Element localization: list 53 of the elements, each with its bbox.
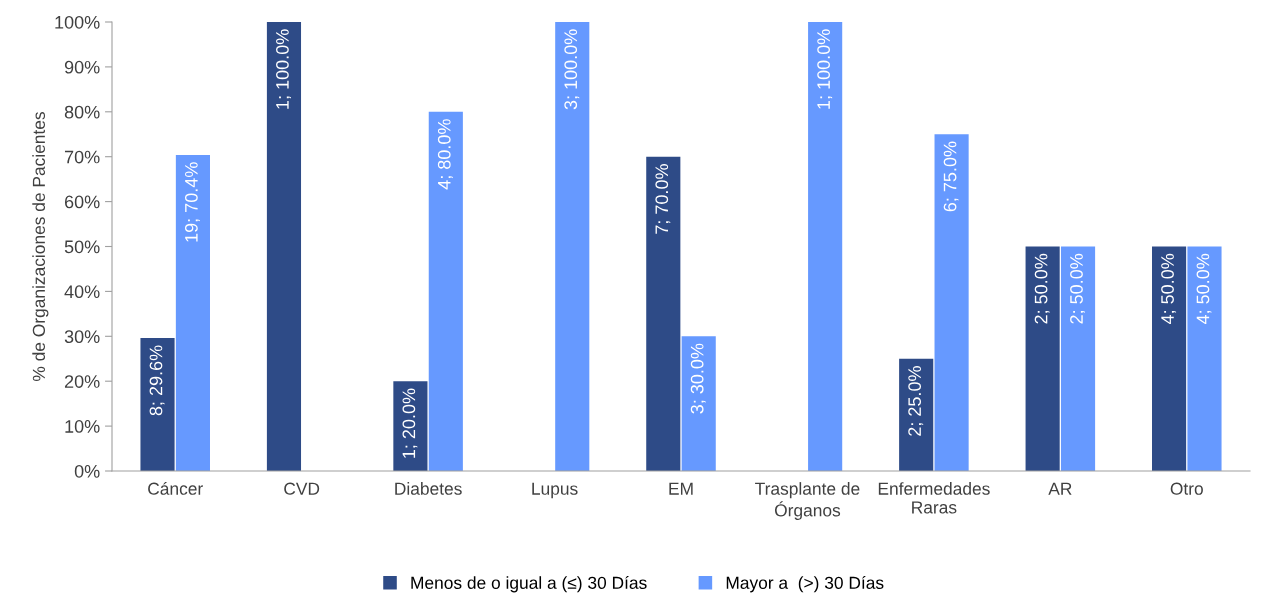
bar	[1187, 246, 1222, 471]
y-tick-label: 60%	[64, 195, 100, 209]
data-label: 1; 20.0%	[402, 388, 418, 458]
bar	[681, 336, 716, 471]
bar	[808, 22, 843, 471]
y-tick-label: 40%	[64, 285, 100, 299]
data-label: 7; 70.0%	[655, 164, 671, 234]
data-label: 2; 50.0%	[1034, 253, 1050, 324]
x-tick-label: Diabetes	[395, 482, 462, 495]
data-label: 4; 50.0%	[1196, 253, 1212, 325]
bar	[934, 134, 969, 471]
bar	[646, 156, 681, 471]
bar	[899, 358, 934, 471]
legend-label: Menos de o igual a (≤) 30 Días	[411, 575, 647, 593]
data-label: 2; 50.0%	[1070, 253, 1086, 324]
x-tick-label: Otro	[1170, 482, 1203, 495]
x-tick-label: Lupus	[532, 482, 578, 499]
data-label: 3; 100.0%	[564, 29, 580, 110]
data-label: 19; 70.4%	[184, 162, 200, 242]
data-label: 1; 100.0%	[276, 29, 291, 109]
y-tick-label: 0%	[74, 464, 100, 478]
x-tick-label: AR	[1048, 482, 1072, 495]
x-tick-label: EM	[669, 482, 693, 495]
bar	[140, 338, 175, 471]
data-label: 3; 30.0%	[690, 343, 706, 414]
bar	[428, 111, 463, 471]
x-tick-label: CVD	[284, 482, 320, 495]
bar	[1152, 246, 1187, 471]
x-tick-label: Cáncer	[148, 481, 203, 495]
bar	[175, 154, 210, 471]
y-tick-label: 100%	[55, 15, 100, 29]
y-axis-title: % de Organizaciones de Pacientes	[32, 112, 49, 381]
y-tick-label: 90%	[64, 60, 100, 74]
y-tick-label: 30%	[64, 330, 100, 344]
bar	[555, 22, 590, 471]
legend-label: Mayor a (>) 30 Días	[726, 575, 884, 593]
y-tick-label: 70%	[64, 150, 100, 164]
y-tick-label: 10%	[65, 420, 100, 433]
data-label: 8; 29.6%	[149, 345, 165, 416]
data-label: 1; 100.0%	[817, 29, 833, 109]
data-label: 6; 75.0%	[943, 141, 959, 212]
y-tick-label: 50%	[64, 240, 100, 254]
bar	[266, 22, 302, 471]
bar	[1025, 246, 1060, 471]
x-tick-label: Trasplante de Órganos	[755, 482, 860, 520]
data-label: 4; 80.0%	[437, 119, 453, 190]
bar	[1060, 246, 1096, 471]
data-label: 4; 50.0%	[1161, 253, 1177, 325]
y-tick-label: 80%	[64, 105, 100, 119]
bar	[393, 381, 428, 471]
y-tick-label: 20%	[64, 375, 100, 388]
data-label: 2; 25.0%	[908, 366, 924, 436]
x-tick-label: Enfermedades Raras	[878, 482, 990, 514]
